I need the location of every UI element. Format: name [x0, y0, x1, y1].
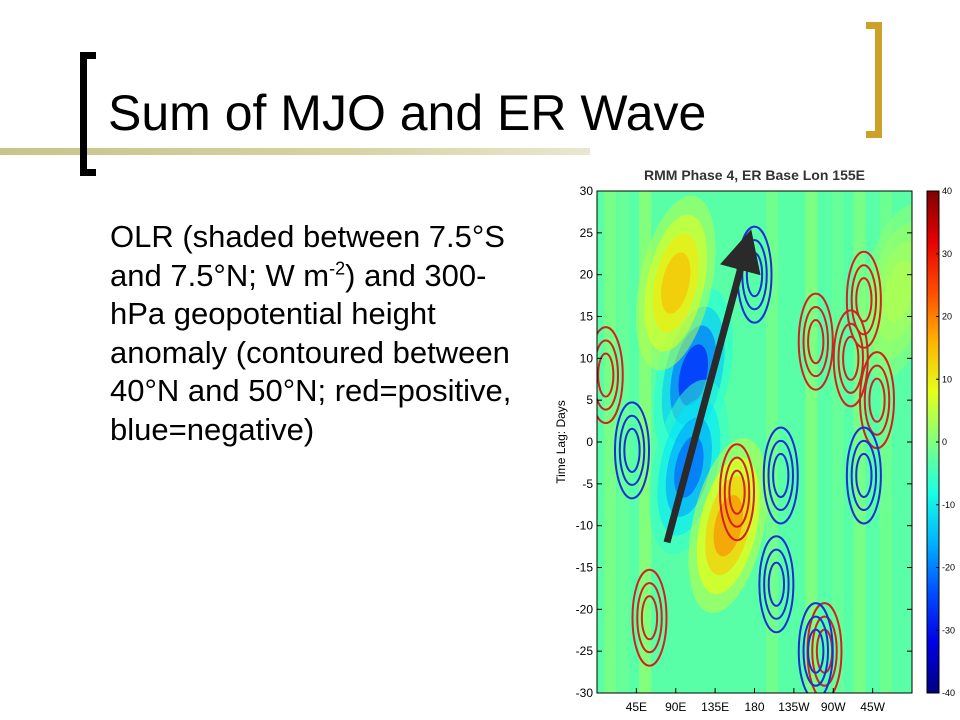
colorbar-tick-label: 20	[942, 312, 952, 322]
colorbar-tick-label: -10	[942, 500, 955, 510]
negative-height-contour	[758, 535, 795, 634]
x-tick-label: 135E	[701, 700, 729, 714]
x-tick-label: 45E	[626, 700, 647, 714]
y-tick-label: 20	[580, 268, 594, 282]
olr-texture-streak	[604, 191, 617, 693]
y-tick-label: 25	[580, 226, 594, 240]
colorbar-tick-label: -40	[942, 688, 955, 698]
olr-anomaly-blob	[661, 252, 691, 314]
negative-height-contour	[767, 561, 786, 607]
positive-height-contour	[636, 582, 663, 654]
hovmoller-chart: RMM Phase 4, ER Base Lon 155E 30 25 20 15 10 5…	[554, 167, 955, 714]
positive-height-contour	[863, 364, 891, 436]
propagation-arrow	[663, 229, 761, 544]
slide-title: Sum of MJO and ER Wave	[108, 85, 707, 141]
y-tick-label: 5	[586, 393, 593, 407]
olr-anomaly-blob	[884, 260, 912, 323]
x-tick-label: 45W	[860, 700, 885, 714]
colorbar-tick-label: -20	[942, 563, 955, 573]
positive-height-contour	[728, 469, 746, 515]
left-bracket-decoration	[80, 52, 96, 176]
positive-height-contour	[837, 322, 864, 394]
positive-height-contour	[802, 306, 829, 378]
positive-height-contour	[723, 456, 751, 528]
negative-height-contour	[762, 426, 799, 525]
negative-height-contour	[763, 548, 790, 620]
y-tick-label: 0	[586, 435, 593, 449]
y-tick-label: -5	[582, 477, 593, 491]
negative-height-contour	[855, 452, 873, 499]
colorbar-tick-label: 40	[942, 186, 952, 196]
y-tick-label: 15	[580, 310, 594, 324]
negative-height-contour	[767, 439, 794, 512]
x-tick-label: 90E	[665, 700, 686, 714]
body-text-superscript: -2	[329, 258, 346, 279]
positive-height-contour	[850, 264, 878, 336]
negative-height-contour	[618, 414, 646, 486]
positive-height-contour	[842, 335, 860, 381]
x-tick-label: 135W	[778, 700, 810, 714]
olr-texture-streak	[831, 191, 844, 693]
positive-height-contour	[640, 595, 659, 641]
colorbar-tick-label: 10	[942, 374, 952, 384]
negative-height-contour	[772, 452, 790, 499]
negative-height-contour	[807, 628, 825, 674]
negative-height-contour	[623, 427, 641, 473]
x-tick-label: 90W	[821, 700, 846, 714]
olr-texture-streak	[617, 191, 630, 693]
colorbar-tick-label: 0	[942, 437, 947, 447]
title-underline-bar	[0, 148, 590, 155]
positive-height-contour	[597, 352, 615, 398]
chart-title: RMM Phase 4, ER Base Lon 155E	[644, 167, 865, 183]
body-text-part-1: OLR (shaded between 7.5°S and 7.5°N; W m	[110, 219, 505, 293]
x-tick-label: 180	[744, 700, 764, 714]
positive-height-contour	[868, 377, 886, 423]
y-tick-label: -10	[576, 519, 594, 533]
positive-height-contour	[845, 250, 882, 349]
right-bracket-decoration	[866, 22, 882, 138]
positive-height-contour	[855, 277, 873, 323]
y-tick-label: 30	[580, 184, 594, 198]
y-tick-label: -15	[576, 561, 594, 575]
colorbar-tick-label: -30	[942, 625, 955, 635]
positive-height-contour	[597, 326, 624, 425]
positive-height-contour	[797, 292, 834, 391]
positive-height-contour	[807, 319, 825, 365]
negative-height-contour	[802, 615, 829, 687]
positive-height-contour	[597, 339, 619, 411]
negative-height-contour	[614, 401, 650, 500]
colorbar-tick-label: 30	[942, 249, 952, 259]
y-tick-label: -25	[576, 644, 594, 658]
y-tick-label: 10	[580, 351, 594, 365]
y-tick-label: -30	[576, 686, 594, 700]
negative-height-contour	[845, 426, 882, 525]
olr-shading-layer	[597, 191, 912, 693]
y-tick-label: -20	[576, 602, 594, 616]
positive-height-contour	[811, 615, 838, 687]
body-text-part-2: ) and 300-hPa geopotential height anomal…	[110, 257, 512, 447]
negative-height-contour	[850, 439, 878, 512]
slide-body-text: OLR (shaded between 7.5°S and 7.5°N; W m…	[110, 218, 530, 449]
positive-height-contour	[719, 443, 755, 542]
olr-texture-streak	[766, 191, 778, 693]
y-axis-label: Time Lag: Days	[554, 400, 568, 484]
positive-height-contour	[631, 568, 668, 667]
negative-height-contour	[797, 602, 834, 693]
